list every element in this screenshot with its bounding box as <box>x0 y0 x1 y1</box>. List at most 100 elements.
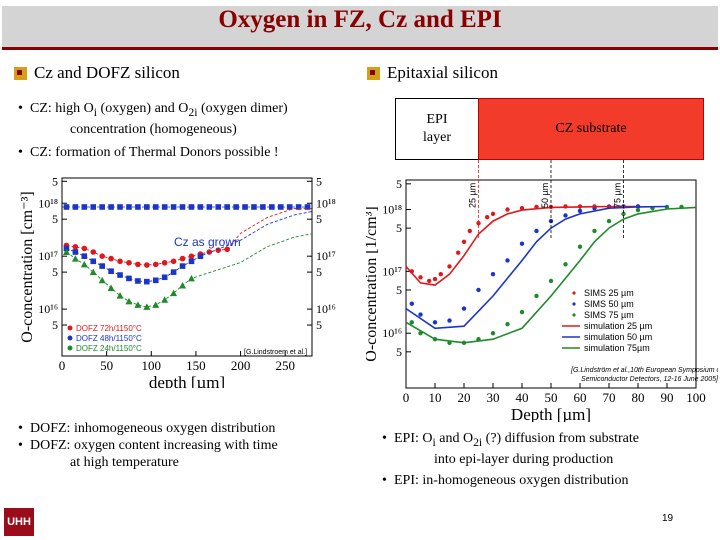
legend-marker <box>572 313 576 317</box>
data-point <box>505 258 510 263</box>
depth-marker-label: 75 µm <box>613 183 623 208</box>
data-point <box>117 204 123 210</box>
data-point <box>134 301 142 308</box>
fit-curve <box>66 211 313 283</box>
y-tick-label: 10¹⁷ <box>382 264 402 278</box>
data-point <box>577 244 583 249</box>
bullet-item: DOFZ: oxygen content increasing with tim… <box>16 437 366 454</box>
left-top-bullets: CZ: high Oi (oxygen) and O2i (oxygen dim… <box>16 100 366 161</box>
bullet-item: EPI: in-homogeneous oxygen distribution <box>380 472 715 489</box>
y-tick-label: 5 <box>396 283 402 297</box>
series-line <box>405 205 638 286</box>
legend-entry: simulation 25 µm <box>584 321 652 331</box>
data-point <box>72 204 79 210</box>
right-heading: Epitaxial silicon <box>367 63 498 83</box>
data-point <box>72 244 79 250</box>
y-tick-label-right: 5 <box>316 174 322 188</box>
page-number: 19 <box>662 513 674 524</box>
data-point <box>90 258 97 265</box>
x-axis-label: Depth [µm] <box>511 405 591 422</box>
data-point <box>447 318 452 323</box>
checkbox-bullet-icon <box>14 66 27 80</box>
legend-entry: simulation 50 µm <box>584 332 652 342</box>
y-tick-label-right: 5 <box>316 212 322 226</box>
data-point <box>81 253 88 259</box>
data-point <box>534 228 539 234</box>
y-tick-label: 10¹⁸ <box>38 196 58 210</box>
legend-marker <box>67 335 73 341</box>
x-tick-label: 100 <box>686 390 706 405</box>
y-tick-label: 5 <box>52 265 58 279</box>
data-point <box>432 276 438 282</box>
data-point <box>188 253 195 259</box>
data-point <box>72 249 79 255</box>
data-point <box>126 275 132 282</box>
x-tick-label: 0 <box>403 390 410 405</box>
data-point <box>438 271 443 277</box>
x-tick-label: 10 <box>429 390 442 405</box>
left-heading: Cz and DOFZ silicon <box>14 63 180 83</box>
x-tick-label: 40 <box>516 390 529 405</box>
x-tick-label: 250 <box>275 358 295 373</box>
left-heading-text: Cz and DOFZ silicon <box>34 63 180 82</box>
y-tick-label: 10¹⁷ <box>38 249 58 263</box>
data-point <box>117 272 123 278</box>
y-tick-label: 5 <box>396 177 402 191</box>
x-tick-label: 20 <box>458 390 471 405</box>
data-point <box>418 275 423 280</box>
slide-title: Oxygen in FZ, Cz and EPI <box>218 6 502 33</box>
data-point <box>135 278 141 284</box>
y-tick-label: 5 <box>396 345 402 359</box>
data-point <box>197 204 204 210</box>
data-point <box>277 204 284 210</box>
y-tick-label-right: 10¹⁸ <box>316 196 336 210</box>
data-point <box>144 262 150 268</box>
x-tick-label: 50 <box>545 390 558 405</box>
data-point <box>563 213 568 218</box>
y-axis-label: O-concentration [cm⁻³] <box>19 191 36 342</box>
series-line <box>405 206 697 344</box>
bullet-item: CZ: formation of Thermal Donors possible… <box>16 144 366 161</box>
legend-entry: SIMS 25 µm <box>584 288 634 298</box>
checkbox-bullet-icon <box>367 66 380 80</box>
y-tick-label-right: 5 <box>316 318 322 332</box>
data-point <box>152 204 159 210</box>
y-tick-label: 10¹⁶ <box>38 302 58 316</box>
data-point <box>534 293 539 299</box>
data-point <box>144 204 150 210</box>
y-tick-label-right: 10¹⁷ <box>316 249 336 263</box>
data-point <box>179 255 186 262</box>
y-tick-label: 5 <box>52 318 58 332</box>
data-point <box>577 208 583 214</box>
epi-layer-box: EPI layer <box>395 98 479 160</box>
y-axis-label: O-concentration [1/cm³] <box>366 206 380 361</box>
data-point <box>563 262 568 267</box>
x-tick-label: 80 <box>632 390 645 405</box>
data-point <box>418 312 423 317</box>
data-point <box>461 239 467 245</box>
bullet-item: EPI: Oi and O2i (?) diffusion from subst… <box>380 430 715 451</box>
data-point <box>135 261 141 268</box>
x-tick-label: 100 <box>142 358 162 373</box>
credit-line-2: Semiconductor Detectors, 12-16 June 2005… <box>581 376 718 383</box>
cz-substrate-box: CZ substrate <box>478 98 704 160</box>
y-tick-label: 5 <box>52 212 58 226</box>
data-point <box>490 211 496 217</box>
x-tick-label: 90 <box>661 390 674 405</box>
x-tick-label: 70 <box>603 390 616 405</box>
y-tick-label-right: 5 <box>316 265 322 279</box>
data-point <box>427 278 432 284</box>
data-point <box>161 296 169 303</box>
legend-entry: SIMS 50 µm <box>584 299 634 309</box>
x-tick-label: 0 <box>59 358 66 373</box>
legend-entry: SIMS 75 µm <box>584 310 634 320</box>
x-axis-label: depth [µm] <box>149 373 225 388</box>
data-point <box>519 309 525 315</box>
x-tick-label: 200 <box>231 358 251 373</box>
data-point <box>505 321 510 327</box>
data-point <box>456 250 461 255</box>
plot-frame <box>61 177 313 357</box>
data-point <box>409 301 414 306</box>
data-point <box>485 215 490 220</box>
